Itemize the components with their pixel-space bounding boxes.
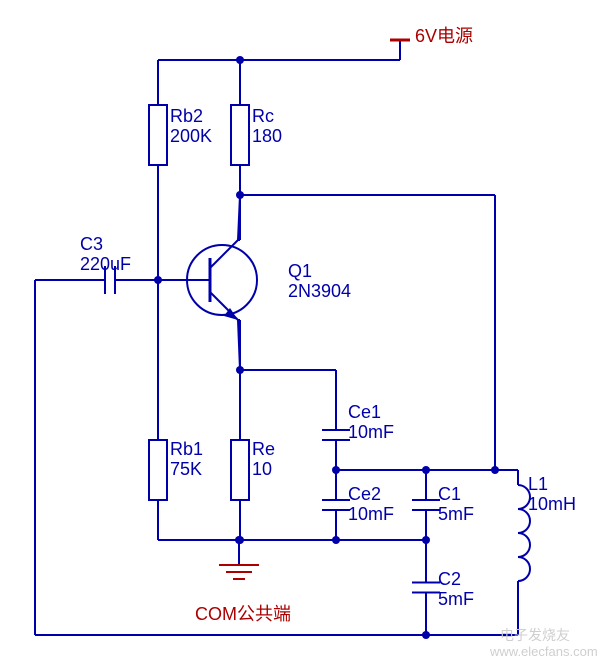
svg-text:200K: 200K <box>170 126 212 146</box>
svg-text:2N3904: 2N3904 <box>288 281 351 301</box>
svg-text:C3: C3 <box>80 234 103 254</box>
svg-text:C1: C1 <box>438 484 461 504</box>
svg-text:10: 10 <box>252 459 272 479</box>
svg-text:Rc: Rc <box>252 106 274 126</box>
svg-text:10mF: 10mF <box>348 504 394 524</box>
svg-text:75K: 75K <box>170 459 202 479</box>
svg-text:10mH: 10mH <box>528 494 576 514</box>
svg-text:180: 180 <box>252 126 282 146</box>
svg-text:C2: C2 <box>438 569 461 589</box>
svg-text:L1: L1 <box>528 474 548 494</box>
svg-text:Re: Re <box>252 439 275 459</box>
svg-text:5mF: 5mF <box>438 589 474 609</box>
svg-text:www.elecfans.com: www.elecfans.com <box>489 644 598 659</box>
svg-text:220uF: 220uF <box>80 254 131 274</box>
svg-text:COM公共端: COM公共端 <box>195 604 291 624</box>
svg-text:Rb2: Rb2 <box>170 106 203 126</box>
svg-text:10mF: 10mF <box>348 422 394 442</box>
svg-text:Q1: Q1 <box>288 261 312 281</box>
svg-text:Rb1: Rb1 <box>170 439 203 459</box>
svg-text:电子发烧友: 电子发烧友 <box>500 627 570 643</box>
svg-text:Ce1: Ce1 <box>348 402 381 422</box>
svg-text:Ce2: Ce2 <box>348 484 381 504</box>
svg-text:6V电源: 6V电源 <box>415 26 473 46</box>
svg-text:5mF: 5mF <box>438 504 474 524</box>
